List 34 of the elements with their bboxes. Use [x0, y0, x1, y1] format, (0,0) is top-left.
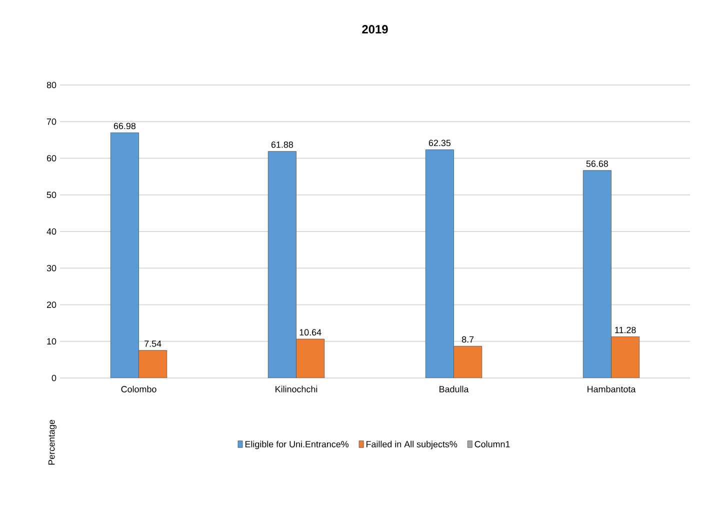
- y-tick-label: 40: [46, 228, 56, 235]
- y-tick-label: 70: [46, 118, 56, 125]
- data-label: 10.64: [300, 329, 322, 336]
- y-tick-label: 60: [46, 155, 56, 162]
- bar: [454, 346, 482, 378]
- legend-label: Eligible for Uni.Entrance%: [245, 440, 349, 450]
- data-label: 56.68: [586, 160, 608, 167]
- legend-label: Failled in All subjects%: [366, 440, 458, 450]
- chart-title: 2019: [362, 25, 388, 34]
- data-label: 7.54: [144, 340, 162, 347]
- x-tick-label: Badulla: [440, 386, 469, 392]
- data-label: 8.7: [462, 336, 474, 343]
- bar: [582, 170, 612, 378]
- y-tick-label: 30: [46, 264, 56, 272]
- x-tick-label: Colombo: [121, 386, 156, 392]
- data-label: 66.98: [114, 122, 136, 130]
- data-label: 61.88: [271, 141, 294, 148]
- y-tick-label: 20: [46, 302, 56, 308]
- bar: [138, 350, 168, 378]
- y-tick-label: 10: [47, 338, 56, 345]
- bar: [110, 132, 139, 378]
- data-label: 11.28: [615, 326, 636, 334]
- x-tick-label: Hambantota: [588, 386, 636, 392]
- legend-label: Column1: [474, 440, 510, 448]
- bar: [296, 338, 325, 378]
- y-axis-title: Percentage: [48, 420, 56, 465]
- bar: [268, 151, 296, 378]
- y-tick-label: 80: [46, 82, 56, 88]
- x-tick-label: Kilinochchi: [276, 386, 318, 392]
- y-tick-label: 50: [46, 192, 56, 198]
- bar: [611, 336, 640, 378]
- y-tick-label: 0: [52, 374, 56, 382]
- bar: [425, 149, 454, 378]
- data-label: 62.35: [428, 140, 451, 146]
